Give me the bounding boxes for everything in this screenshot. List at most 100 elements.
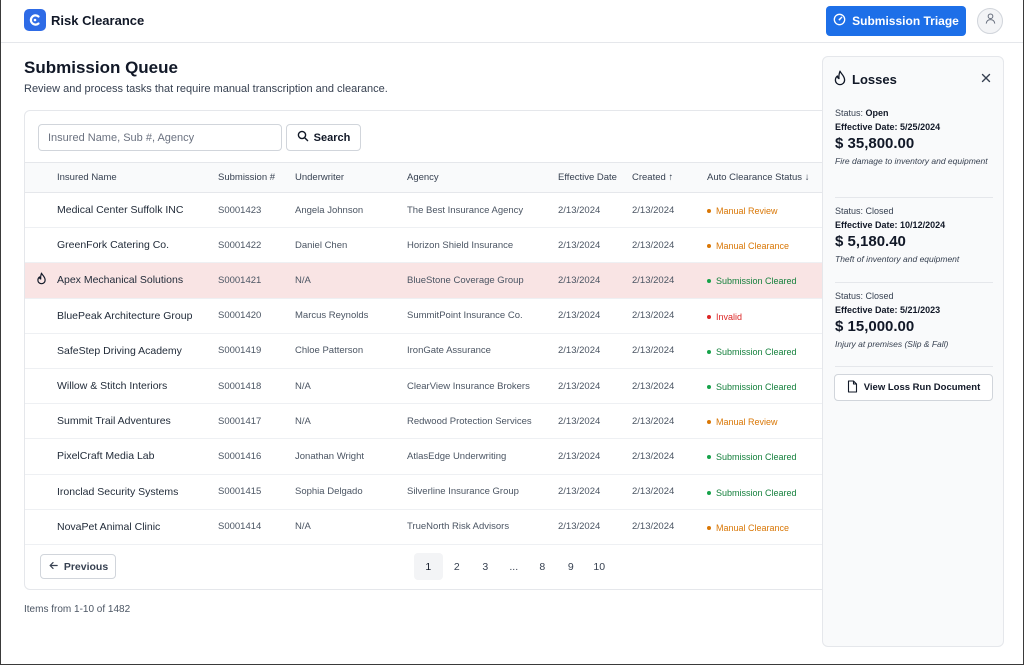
agency-cell: Silverline Insurance Group [407, 474, 558, 510]
table-row[interactable]: NovaPet Animal Clinic S0001414 N/A TrueNort… [25, 509, 833, 545]
status-cell: Manual Review [707, 403, 833, 440]
page-button[interactable]: 1 [414, 553, 443, 580]
header-status-label: Auto Clearance Status [707, 172, 803, 183]
close-icon[interactable] [979, 71, 993, 85]
status-label: Submission Cleared [716, 346, 797, 357]
row-flag-cell [25, 333, 57, 369]
row-flag-cell [25, 262, 57, 299]
items-count: Items from 1-10 of 1482 [24, 604, 131, 615]
table-row[interactable]: Summit Trail Adventures S0001417 N/A Redwoo… [25, 403, 833, 440]
status-cell: Manual Clearance [707, 509, 833, 545]
header-submission-number[interactable]: Submission # [218, 162, 295, 193]
agency-cell: The Best Insurance Agency [407, 192, 558, 229]
arrow-left-icon [48, 560, 59, 574]
header-created[interactable]: Created ↑ [632, 162, 707, 193]
search-input[interactable] [38, 124, 282, 151]
submission-number-cell: S0001417 [218, 403, 295, 440]
row-flag-cell [25, 438, 57, 475]
view-loss-run-document-button[interactable]: View Loss Run Document [834, 374, 993, 401]
loss-divider [835, 282, 993, 283]
status-dot [707, 385, 711, 390]
table-row[interactable]: GreenFork Catering Co. S0001422 Daniel Che… [25, 227, 833, 264]
fire-icon [833, 70, 847, 91]
logo-icon [24, 9, 46, 31]
loss-date-label: Effective Date: [835, 220, 898, 230]
table-row[interactable]: Willow & Stitch Interiors S0001418 N/A Clea… [25, 368, 833, 405]
insured-name-cell: NovaPet Animal Clinic [57, 509, 218, 545]
page-button[interactable]: 3 [482, 560, 489, 573]
table-row[interactable]: BluePeak Architecture Group S0001420 Marcu… [25, 298, 833, 334]
loss-date-label: Effective Date: [835, 122, 898, 132]
header-effective-date[interactable]: Effective Date [558, 162, 632, 193]
status-badge: Manual Clearance [707, 523, 789, 533]
status-cell: Submission Cleared [707, 333, 833, 369]
status-dot [707, 349, 711, 354]
table-row[interactable]: Ironclad Security Systems S0001415 Sophia … [25, 474, 833, 510]
status-dot [707, 420, 711, 425]
header-underwriter[interactable]: Underwriter [295, 162, 407, 193]
loss-status: Status: Closed [835, 206, 993, 216]
page-button[interactable]: 10 [593, 560, 606, 573]
created-cell: 2/13/2024 [632, 298, 707, 334]
table-row[interactable]: Medical Center Suffolk INC S0001423 Angela… [25, 192, 833, 229]
losses-panel: Losses Status: Open Effective Date: 5/25/… [822, 56, 1004, 647]
status-label: Manual Clearance [716, 522, 790, 533]
status-label: Invalid [716, 311, 743, 322]
table-row[interactable]: Apex Mechanical Solutions S0001421 N/A Blue… [25, 262, 833, 299]
search-button[interactable]: Search [286, 124, 361, 151]
status-cell: Manual Review [707, 192, 833, 229]
submission-triage-button[interactable]: Submission Triage [826, 6, 966, 36]
header-auto-clearance-status[interactable]: Auto Clearance Status ↓ [707, 162, 833, 193]
header-insured-name[interactable]: Insured Name [57, 162, 218, 193]
status-badge: Manual Review [707, 206, 778, 216]
insured-name-cell: BluePeak Architecture Group [57, 298, 218, 334]
sort-asc-icon: ↑ [668, 172, 674, 183]
status-badge: Submission Cleared [707, 276, 797, 286]
top-bar: Risk Clearance Submission Triage [1, 0, 1023, 43]
loss-status-value: Open [865, 108, 889, 118]
submission-number-cell: S0001422 [218, 227, 295, 264]
status-badge: Manual Review [707, 417, 778, 427]
underwriter-cell: Sophia Delgado [295, 474, 407, 510]
losses-title: Losses [852, 72, 897, 87]
status-label: Manual Clearance [716, 241, 790, 252]
loss-date-label: Effective Date: [835, 305, 898, 315]
loss-amount: $ 5,180.40 [835, 233, 906, 250]
underwriter-cell: Angela Johnson [295, 192, 407, 229]
pagination: 1 2 3... 8 9 10 [414, 553, 614, 580]
page-button[interactable]: 8 [539, 560, 546, 573]
agency-cell: Horizon Shield Insurance [407, 227, 558, 264]
underwriter-cell: Marcus Reynolds [295, 298, 407, 334]
loss-description: Theft of inventory and equipment [835, 254, 960, 264]
loss-status-label: Status: [835, 291, 864, 301]
submission-table: Insured Name Submission # Underwriter Ag… [25, 162, 833, 545]
page-button[interactable]: 2 [453, 560, 460, 573]
status-badge: Invalid [707, 312, 742, 322]
underwriter-cell: N/A [295, 368, 407, 405]
table-row[interactable]: PixelCraft Media Lab S0001416 Jonathan Wri… [25, 438, 833, 475]
status-dot [707, 525, 711, 530]
search-button-label: Search [313, 131, 351, 144]
avatar[interactable] [977, 8, 1003, 34]
submission-number-cell: S0001423 [218, 192, 295, 229]
row-flag-cell [25, 192, 57, 229]
loss-item: Status: Closed Effective Date: 5/21/2023 $… [835, 291, 993, 350]
table-row[interactable]: SafeStep Driving Academy S0001419 Chloe Pa… [25, 333, 833, 369]
status-label: Submission Cleared [716, 452, 797, 463]
created-cell: 2/13/2024 [632, 262, 707, 299]
loss-amount: $ 35,800.00 [835, 135, 915, 152]
effective-date-cell: 2/13/2024 [558, 403, 632, 440]
header-agency[interactable]: Agency [407, 162, 558, 193]
page-button[interactable]: 9 [567, 560, 574, 573]
page-title: Submission Queue [24, 58, 178, 77]
status-dot [707, 209, 711, 214]
created-cell: 2/13/2024 [632, 368, 707, 405]
loss-description: Fire damage to inventory and equipment [835, 156, 988, 166]
search-icon [297, 130, 309, 145]
previous-page-button[interactable]: Previous [40, 554, 116, 579]
table-header-row: Insured Name Submission # Underwriter Ag… [25, 162, 833, 193]
status-dot [707, 314, 711, 319]
previous-label: Previous [63, 560, 109, 573]
underwriter-cell: Chloe Patterson [295, 333, 407, 369]
loss-status-label: Status: [835, 108, 864, 118]
